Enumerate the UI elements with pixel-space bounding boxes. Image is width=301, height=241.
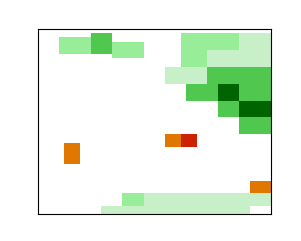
Bar — [59, 37, 91, 54]
Bar — [64, 143, 80, 164]
Bar — [239, 33, 271, 50]
Bar — [250, 193, 271, 206]
Bar — [123, 193, 144, 206]
Bar — [181, 33, 207, 50]
Bar — [207, 206, 250, 219]
Bar — [144, 206, 186, 219]
Bar — [123, 206, 144, 219]
Bar — [250, 181, 271, 194]
Bar — [218, 84, 239, 101]
Bar — [207, 67, 239, 84]
Bar — [186, 193, 228, 206]
Bar — [181, 134, 197, 147]
Bar — [239, 101, 271, 118]
Bar — [165, 206, 207, 219]
Bar — [165, 134, 181, 147]
Bar — [165, 67, 207, 84]
Bar — [181, 50, 207, 67]
Bar — [112, 41, 144, 58]
Bar — [101, 206, 123, 219]
Bar — [218, 101, 239, 118]
Bar — [228, 193, 271, 206]
Bar — [239, 50, 271, 67]
Bar — [239, 84, 271, 101]
Bar — [239, 67, 271, 84]
Bar — [207, 33, 239, 50]
Bar — [239, 118, 271, 134]
Bar — [144, 193, 186, 206]
Bar — [207, 50, 239, 67]
Bar — [186, 84, 218, 101]
Bar — [91, 33, 112, 54]
